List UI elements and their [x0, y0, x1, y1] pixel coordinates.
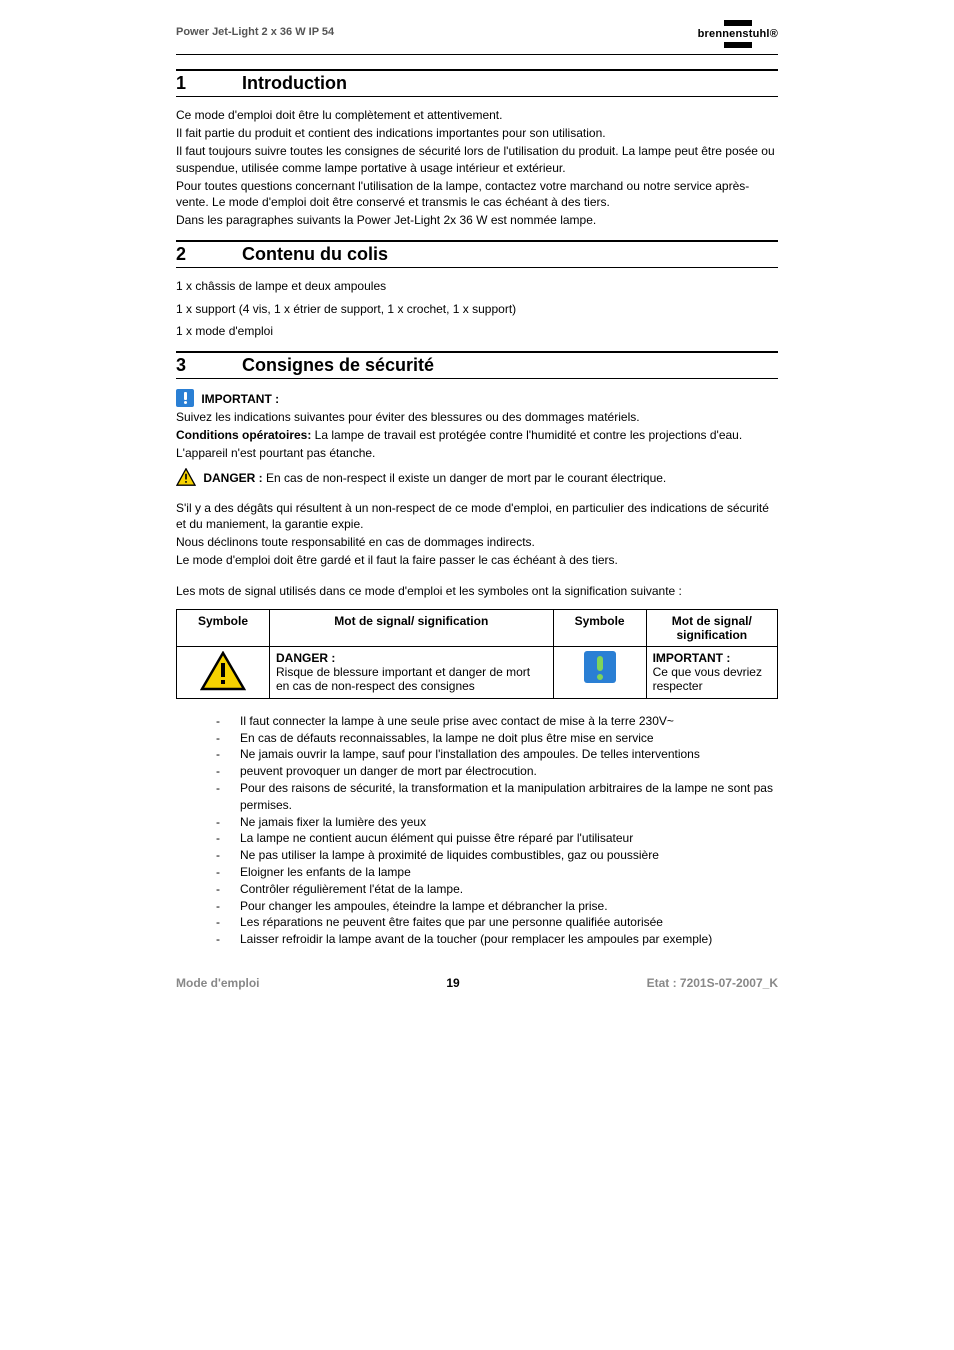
danger-title: DANGER : — [276, 651, 335, 665]
page-number: 19 — [446, 976, 459, 990]
section-3-heading: 3 Consignes de sécurité — [176, 351, 778, 379]
conditions-line: Conditions opératoires: La lampe de trav… — [176, 427, 778, 443]
section-2-title: Contenu du colis — [242, 244, 388, 265]
document-page: Power Jet-Light 2 x 36 W IP 54 brennenst… — [0, 0, 954, 1350]
brand-bar-bottom — [724, 42, 752, 48]
conditions-text: La lampe de travail est protégée contre … — [311, 428, 742, 442]
danger-triangle-icon — [200, 651, 246, 691]
section-1-title: Introduction — [242, 73, 347, 94]
danger-line: DANGER : En cas de non-respect il existe… — [176, 468, 778, 486]
important-desc: Ce que vous devriez respecter — [653, 665, 762, 693]
section-3-title: Consignes de sécurité — [242, 355, 434, 376]
important-title: IMPORTANT : — [653, 651, 731, 665]
liability-text: Nous déclinons toute responsabilité en c… — [176, 534, 778, 550]
intro-p5: Dans les paragraphes suivants la Power J… — [176, 212, 778, 228]
danger-icon — [176, 468, 196, 486]
not-waterproof: L'appareil n'est pourtant pas étanche. — [176, 445, 778, 461]
list-item: Ne jamais ouvrir la lampe, sauf pour l'i… — [216, 746, 778, 763]
th-sig-2: Mot de signal/ signification — [646, 609, 777, 646]
table-header-row: Symbole Mot de signal/ signification Sym… — [177, 609, 778, 646]
cell-danger-text: DANGER : Risque de blessure important et… — [270, 646, 554, 698]
contents-item-2: 1 x support (4 vis, 1 x étrier de suppor… — [176, 301, 778, 317]
section-1-number: 1 — [176, 73, 242, 94]
th-symbol-1: Symbole — [177, 609, 270, 646]
brand-bar-top — [724, 20, 752, 26]
intro-p4: Pour toutes questions concernant l'utili… — [176, 178, 778, 210]
important-line: IMPORTANT : — [176, 389, 778, 407]
list-item: Eloigner les enfants de la lampe — [216, 864, 778, 881]
section-2-number: 2 — [176, 244, 242, 265]
danger-text: En cas de non-respect il existe un dange… — [263, 471, 667, 485]
list-item: Pour des raisons de sécurité, la transfo… — [216, 780, 778, 814]
contents-item-1: 1 x châssis de lampe et deux ampoules — [176, 278, 778, 294]
danger-label: DANGER : — [203, 471, 262, 485]
list-item: Ne pas utiliser la lampe à proximité de … — [216, 847, 778, 864]
list-item: Il faut connecter la lampe à une seule p… — [216, 713, 778, 730]
contents-item-3: 1 x mode d'emploi — [176, 323, 778, 339]
list-item: La lampe ne contient aucun élément qui p… — [216, 830, 778, 847]
list-item: Ne jamais fixer la lumière des yeux — [216, 814, 778, 831]
brand-logo: brennenstuhl® — [698, 20, 778, 48]
cell-danger-symbol — [177, 646, 270, 698]
important-label: IMPORTANT : — [201, 392, 279, 406]
important-square-icon — [584, 651, 616, 683]
conditions-label: Conditions opératoires: — [176, 428, 311, 442]
section-1-heading: 1 Introduction — [176, 69, 778, 97]
th-sig-1: Mot de signal/ signification — [270, 609, 554, 646]
intro-p2: Il fait partie du produit et contient de… — [176, 125, 778, 141]
list-item: En cas de défauts reconnaissables, la la… — [216, 730, 778, 747]
symbol-table: Symbole Mot de signal/ signification Sym… — [176, 609, 778, 699]
list-item: Les réparations ne peuvent être faites q… — [216, 914, 778, 931]
intro-p3: Il faut toujours suivre toutes les consi… — [176, 143, 778, 175]
warranty-text: S'il y a des dégâts qui résultent à un n… — [176, 500, 778, 532]
intro-p1: Ce mode d'emploi doit être lu complèteme… — [176, 107, 778, 123]
footer-right: Etat : 7201S-07-2007_K — [647, 976, 778, 990]
signalwords-text: Les mots de signal utilisés dans ce mode… — [176, 583, 778, 599]
safety-bullet-list: Il faut connecter la lampe à une seule p… — [176, 713, 778, 948]
list-item: Laisser refroidir la lampe avant de la t… — [216, 931, 778, 948]
page-footer: Mode d'emploi 19 Etat : 7201S-07-2007_K — [176, 976, 778, 990]
important-text: Suivez les indications suivantes pour év… — [176, 409, 778, 425]
table-row: DANGER : Risque de blessure important et… — [177, 646, 778, 698]
cell-important-text: IMPORTANT : Ce que vous devriez respecte… — [646, 646, 777, 698]
danger-desc: Risque de blessure important et danger d… — [276, 665, 530, 693]
list-item: Contrôler régulièrement l'état de la lam… — [216, 881, 778, 898]
list-item: Pour changer les ampoules, éteindre la l… — [216, 898, 778, 915]
brand-name: brennenstuhl® — [698, 28, 778, 40]
cell-important-symbol — [553, 646, 646, 698]
section-2-heading: 2 Contenu du colis — [176, 240, 778, 268]
section-3-number: 3 — [176, 355, 242, 376]
list-item: peuvent provoquer un danger de mort par … — [216, 763, 778, 780]
footer-left: Mode d'emploi — [176, 976, 260, 990]
important-icon — [176, 389, 194, 407]
product-title: Power Jet-Light 2 x 36 W IP 54 — [176, 26, 334, 38]
page-header: Power Jet-Light 2 x 36 W IP 54 brennenst… — [176, 20, 778, 55]
keep-text: Le mode d'emploi doit être gardé et il f… — [176, 552, 778, 568]
th-symbol-2: Symbole — [553, 609, 646, 646]
